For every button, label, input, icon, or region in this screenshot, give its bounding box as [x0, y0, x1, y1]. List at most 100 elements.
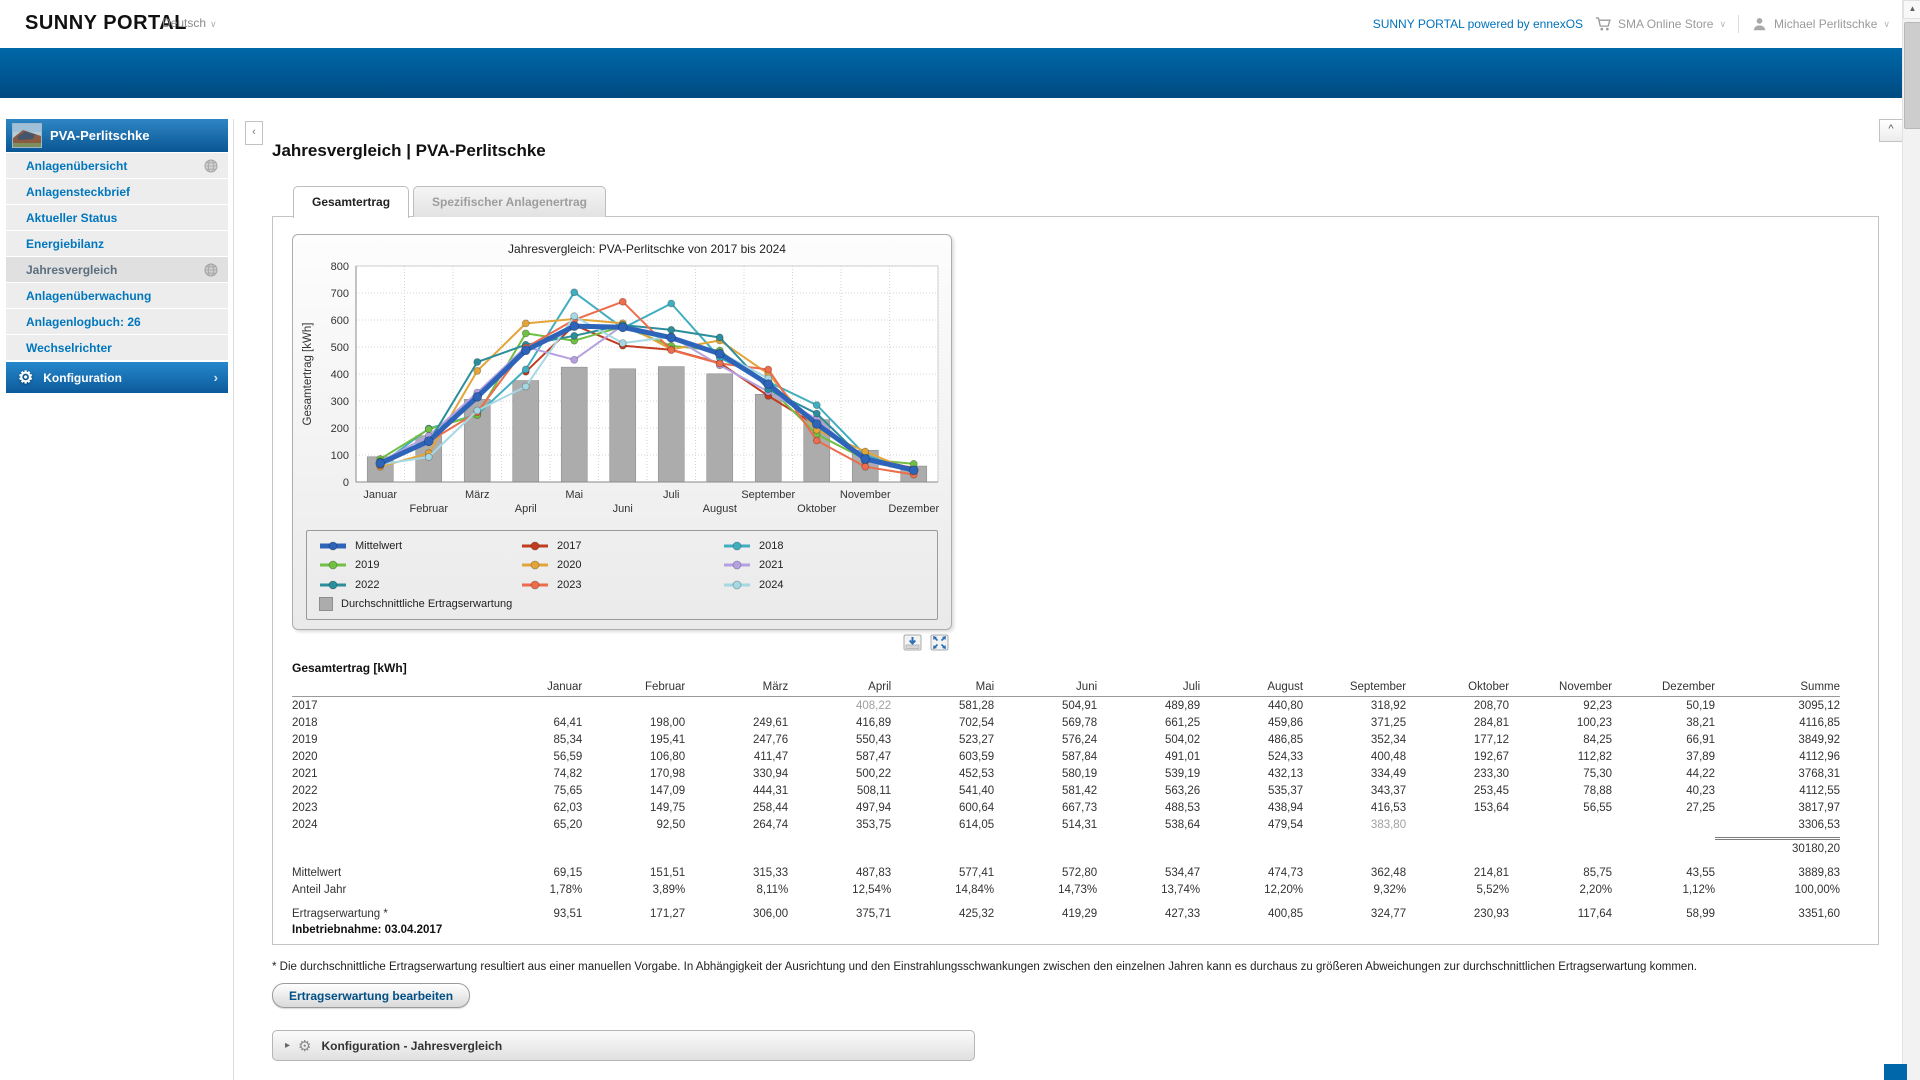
legend-item-2019: 2019: [319, 556, 521, 575]
svg-text:Dezember: Dezember: [888, 503, 939, 515]
legend-item-2017: 2017: [521, 536, 723, 555]
chart-panel: Jahresvergleich: PVA-Perlitschke von 201…: [292, 234, 952, 630]
table-row-2017: 2017 408,22 581,28 504,91 489,89 440,80 318,92…: [292, 699, 1840, 712]
sidebar-divider: [233, 119, 234, 1080]
chart-actions: [903, 634, 949, 651]
plant-header[interactable]: PVA-Perlitschke: [6, 119, 228, 152]
legend-item-2023: 2023: [521, 575, 723, 594]
bar-April: [512, 380, 540, 483]
sidebar-item-label: Anlagenüberwachung: [26, 288, 152, 303]
scroll-up-arrow[interactable]: ▲: [1903, 0, 1920, 19]
svg-text:400: 400: [331, 369, 349, 381]
divider: [1738, 15, 1740, 33]
col-header: August: [1200, 679, 1304, 697]
col-header: Januar: [479, 679, 583, 697]
legend-marker: [320, 580, 346, 590]
legend-marker: [522, 560, 548, 570]
globe-icon: [204, 263, 218, 276]
sidebar-item-jahresvergleich[interactable]: Jahresvergleich: [6, 257, 228, 282]
svg-text:700: 700: [331, 288, 349, 300]
bar-September: [754, 394, 782, 483]
plant-name: PVA-Perlitschke: [50, 128, 150, 143]
corner-accent: [1884, 1064, 1907, 1080]
chevron-down-icon: ∨: [1719, 18, 1727, 29]
table-header-row: Januar Februar März April Mai Juni Juli August S…: [292, 679, 1840, 697]
sidebar-item-konfiguration[interactable]: ⚙ Konfiguration ›: [6, 362, 228, 393]
powered-by-link[interactable]: SUNNY PORTAL powered by ennexOS: [1372, 17, 1584, 31]
sidebar-item-wechselrichter[interactable]: Wechselrichter: [6, 335, 228, 360]
svg-text:April: April: [515, 503, 537, 515]
cart-icon: [1595, 17, 1611, 31]
legend-marker: [522, 580, 548, 590]
col-header: Juni: [994, 679, 1098, 697]
svg-text:Juni: Juni: [613, 503, 633, 515]
col-header: Februar: [582, 679, 686, 697]
panel-collapse-button[interactable]: ^: [1879, 119, 1903, 142]
yield-table: Januar Februar März April Mai Juni Juli August S…: [292, 679, 1840, 922]
tab-gesamtertrag[interactable]: Gesamtertrag: [293, 186, 410, 218]
sidebar-item-anlagenuebersicht[interactable]: Anlagenübersicht: [6, 153, 228, 178]
col-header: April: [788, 679, 892, 697]
vertical-scrollbar[interactable]: ▲: [1902, 0, 1920, 1080]
legend-marker: [724, 541, 750, 551]
sidebar-item-label: Anlagensteckbrief: [26, 184, 131, 199]
sidebar-item-aktueller-status[interactable]: Aktueller Status: [6, 205, 228, 230]
legend-item-2020: 2020: [521, 556, 723, 575]
sidebar-item-label: Aktueller Status: [26, 210, 118, 225]
svg-text:Gesamtertrag [kWh]: Gesamtertrag [kWh]: [302, 323, 314, 426]
chevron-right-icon: ›: [213, 370, 218, 385]
svg-text:300: 300: [331, 396, 349, 408]
svg-text:Januar: Januar: [363, 489, 397, 501]
col-header: September: [1303, 679, 1407, 697]
col-header: Dezember: [1612, 679, 1716, 697]
table-row-2023: 2023 62,03 149,75 258,44 497,94 600,64 667,73 4…: [292, 801, 1840, 814]
table-title: Gesamtertrag [kWh]: [292, 661, 407, 675]
scrollbar-thumb[interactable]: [1904, 22, 1920, 129]
table-row-2024: 2024 65,20 92,50 264,74 353,75 614,05 514,31 53…: [292, 818, 1840, 831]
yield-table-section: Gesamtertrag [kWh] Januar Februar März Apri…: [292, 661, 1840, 936]
sidebar-item-label: Energiebilanz: [26, 236, 105, 251]
sidebar-item-anlagenueberwachung[interactable]: Anlagenüberwachung: [6, 283, 228, 308]
globe-icon: [204, 159, 218, 172]
fullscreen-icon[interactable]: [930, 634, 949, 651]
table-row-anteil-jahr: Anteil Jahr 1,78% 3,89% 8,11% 12,54% 14,84% 14…: [292, 883, 1840, 896]
legend-item-2022: 2022: [319, 575, 521, 594]
gear-icon: ⚙: [298, 1037, 312, 1055]
sidebar-item-label: Anlagenlogbuch: 26: [26, 314, 141, 329]
tab-bar: Gesamtertrag Spezifischer Anlagenertrag: [293, 186, 606, 218]
sidebar-item-anlagenlogbuch[interactable]: Anlagenlogbuch: 26: [6, 309, 228, 334]
legend-item-2018: 2018: [723, 536, 925, 555]
legend-marker: [724, 560, 750, 570]
svg-text:Jahresvergleich: PVA-Perlitsch: Jahresvergleich: PVA-Perlitschke von 201…: [508, 242, 786, 256]
svg-text:600: 600: [331, 315, 349, 327]
sidebar-item-anlagensteckbrief[interactable]: Anlagensteckbrief: [6, 179, 228, 204]
svg-text:500: 500: [331, 342, 349, 354]
online-store-link[interactable]: SMA Online Store ∨: [1595, 16, 1726, 32]
svg-text:August: August: [703, 503, 737, 515]
legend-marker: [522, 541, 548, 551]
language-selector[interactable]: Deutsch ∨: [162, 16, 217, 30]
user-menu[interactable]: Michael Perlitschke ∨: [1751, 16, 1890, 32]
svg-text:100: 100: [331, 450, 349, 462]
col-header: Oktober: [1406, 679, 1510, 697]
sidebar-item-label: Wechselrichter: [26, 340, 112, 355]
bar-Mai: [560, 366, 588, 483]
export-download-icon[interactable]: [903, 634, 922, 651]
sidebar-item-label: Jahresvergleich: [26, 262, 118, 277]
series-line-2022: [379, 324, 915, 473]
year-comparison-chart: Jahresvergleich: PVA-Perlitschke von 201…: [302, 242, 939, 515]
config-accordion[interactable]: ▸ ⚙ Konfiguration - Jahresvergleich: [272, 1030, 975, 1061]
table-row-grand-total: 30180,20: [292, 837, 1840, 857]
bar-Juni: [609, 368, 637, 483]
svg-text:0: 0: [343, 477, 349, 489]
sidebar-collapse-button[interactable]: ‹: [245, 121, 263, 145]
edit-expectation-button[interactable]: Ertragserwartung bearbeiten: [272, 983, 471, 1008]
tab-spezifischer-anlagenertrag[interactable]: Spezifischer Anlagenertrag: [413, 186, 606, 217]
svg-text:Juli: Juli: [663, 489, 680, 501]
table-row-2018: 2018 64,41 198,00 249,61 416,89 702,54 569,78 6…: [292, 716, 1840, 729]
legend-marker: [320, 560, 346, 570]
user-icon: [1753, 18, 1766, 31]
col-header: Summe: [1715, 679, 1840, 697]
table-row-2020: 2020 56,59 106,80 411,47 587,47 603,59 587,84 4…: [292, 750, 1840, 763]
sidebar-item-energiebilanz[interactable]: Energiebilanz: [6, 231, 228, 256]
